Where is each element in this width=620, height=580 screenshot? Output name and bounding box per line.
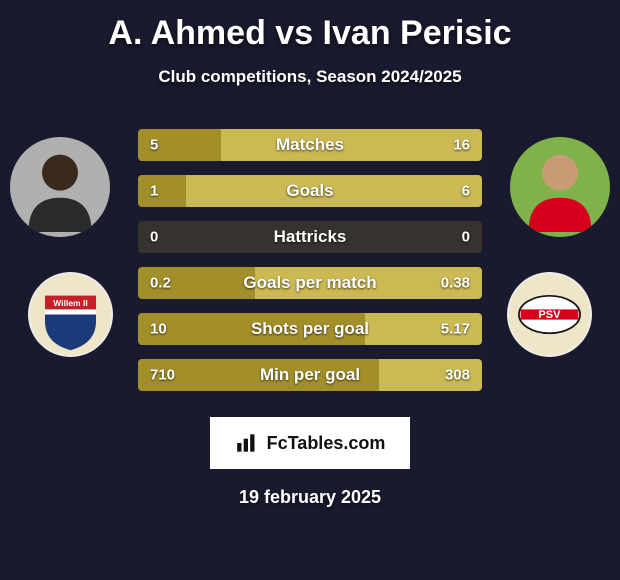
stat-value-left: 710 <box>150 367 175 384</box>
stat-row: Goals per match0.20.38 <box>138 267 482 299</box>
stat-label: Hattricks <box>138 227 482 247</box>
stat-value-right: 16 <box>453 137 470 154</box>
player-right-avatar <box>510 137 610 237</box>
stat-value-right: 0 <box>462 229 470 246</box>
stat-value-right: 6 <box>462 183 470 200</box>
stat-bar-right <box>186 175 482 207</box>
infographic-container: A. Ahmed vs Ivan Perisic Club competitio… <box>0 0 620 518</box>
stat-value-left: 5 <box>150 137 158 154</box>
stat-value-left: 10 <box>150 321 167 338</box>
comparison-area: Willem II PSV Matches516Goals16Hattricks… <box>0 117 620 397</box>
stat-row: Goals16 <box>138 175 482 207</box>
psv-badge-icon: PSV <box>507 272 592 357</box>
willem-ii-badge-icon: Willem II <box>28 272 113 357</box>
stat-value-right: 5.17 <box>441 321 470 338</box>
stat-row: Hattricks0 0 <box>138 221 482 253</box>
club-right-logo: PSV <box>507 272 592 357</box>
stat-bar-left <box>138 313 365 345</box>
stat-row: Min per goal710308 <box>138 359 482 391</box>
chart-bars-icon <box>235 430 261 456</box>
watermark-text: FcTables.com <box>267 433 386 454</box>
person-silhouette-icon <box>15 142 105 232</box>
stat-value-right: 0.38 <box>441 275 470 292</box>
svg-text:Willem II: Willem II <box>53 298 87 308</box>
stat-row: Shots per goal105.17 <box>138 313 482 345</box>
stat-value-right: 308 <box>445 367 470 384</box>
date-text: 19 february 2025 <box>0 487 620 508</box>
page-title: A. Ahmed vs Ivan Perisic <box>0 14 620 53</box>
club-left-logo: Willem II <box>28 272 113 357</box>
svg-text:PSV: PSV <box>538 309 561 321</box>
watermark: FcTables.com <box>210 417 410 469</box>
stat-row: Matches516 <box>138 129 482 161</box>
stat-bar-left <box>138 175 186 207</box>
stat-value-left: 1 <box>150 183 158 200</box>
person-silhouette-icon <box>515 142 605 232</box>
stat-bar-right <box>221 129 482 161</box>
player-left-avatar <box>10 137 110 237</box>
stat-value-left: 0 <box>150 229 158 246</box>
stat-value-left: 0.2 <box>150 275 171 292</box>
stats-list: Matches516Goals16Hattricks00Goals per ma… <box>138 129 482 405</box>
subtitle: Club competitions, Season 2024/2025 <box>0 67 620 87</box>
